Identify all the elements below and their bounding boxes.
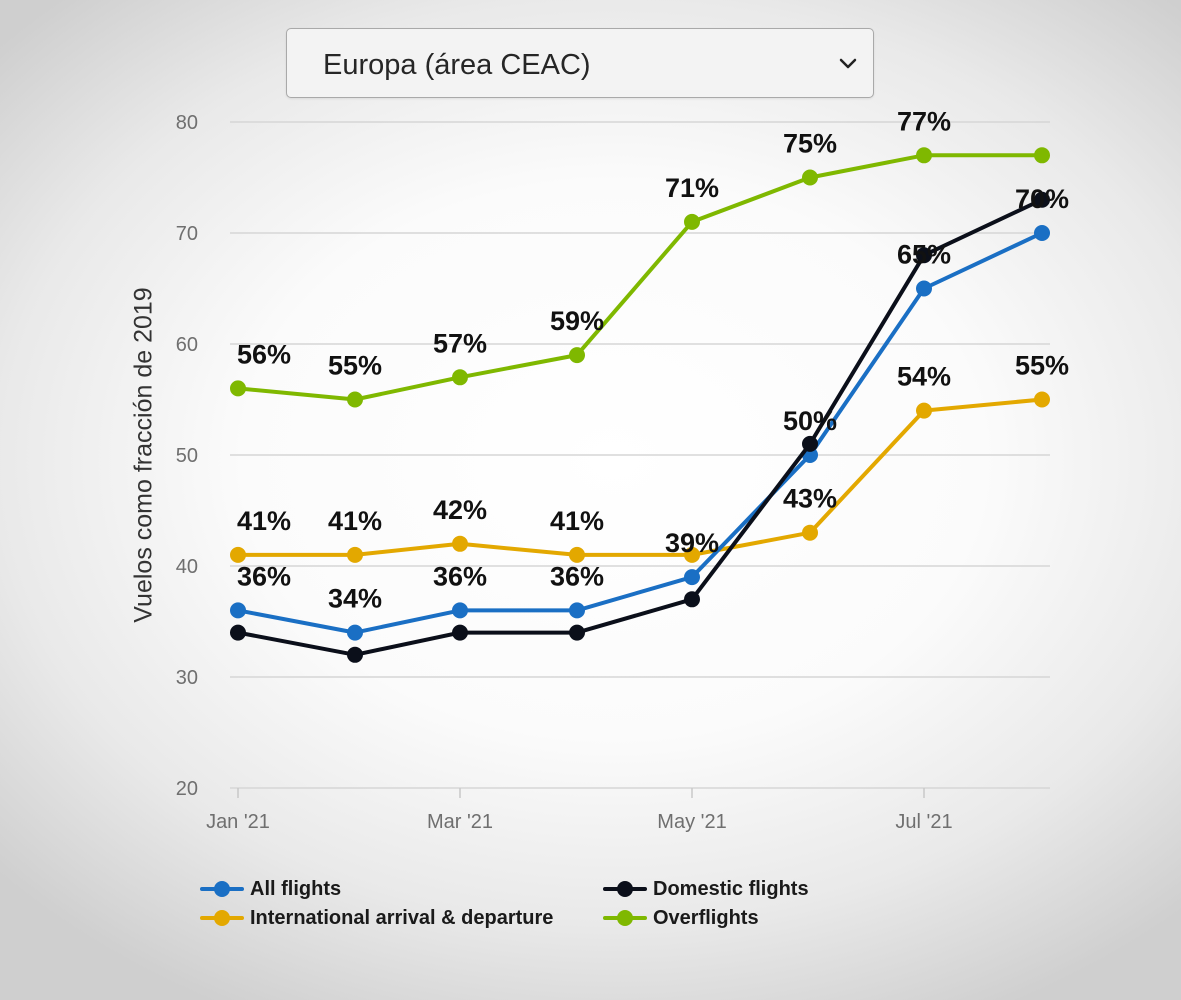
data-label: 75% — [783, 129, 837, 159]
y-tick-label: 40 — [176, 556, 198, 578]
y-tick-label: 20 — [176, 778, 198, 800]
data-point — [230, 624, 246, 641]
y-tick-label: 30 — [176, 667, 198, 689]
data-point — [569, 624, 585, 641]
data-labels: 56% 55% 57% 59% 71% 75% 77% 41% 41% 42% 41% 43% 54% 5… — [237, 106, 1069, 613]
data-point — [802, 435, 818, 452]
data-label: 50% — [783, 406, 837, 436]
data-point — [569, 546, 585, 563]
data-point — [569, 602, 585, 619]
legend-label: International arrival & departure — [250, 906, 554, 929]
data-label: 70% — [1015, 184, 1069, 214]
data-point — [684, 569, 700, 586]
data-point — [347, 391, 363, 408]
legend-item-international[interactable]: International arrival & departure — [200, 905, 553, 931]
series-line — [236, 197, 1044, 657]
data-label: 57% — [433, 328, 487, 358]
data-label: 42% — [433, 495, 487, 525]
series-lines — [230, 147, 1050, 663]
data-point — [1034, 391, 1050, 408]
series-overflights — [230, 147, 1050, 408]
legend-item-all-flights[interactable]: All flights — [200, 876, 341, 902]
series-international-arrival-departure — [230, 391, 1050, 563]
data-point — [1034, 225, 1050, 241]
data-label: 36% — [433, 561, 487, 591]
series-domestic-flights — [230, 191, 1050, 663]
grid-lines — [230, 121, 1050, 789]
data-label: 34% — [328, 584, 382, 614]
data-point — [452, 535, 468, 552]
chevron-down-icon — [839, 58, 857, 69]
data-point — [916, 402, 932, 419]
data-label: 55% — [1015, 351, 1069, 381]
data-point — [230, 546, 246, 563]
legend-label: Domestic flights — [653, 877, 809, 900]
data-point — [1034, 147, 1050, 164]
y-axis-ticks: 20 30 40 50 60 70 80 — [176, 112, 198, 800]
y-axis-label: Vuelos como fracción de 2019 — [130, 287, 158, 622]
data-point — [452, 624, 468, 641]
series-line — [236, 231, 1044, 635]
data-point — [452, 369, 468, 386]
data-point — [802, 169, 818, 186]
legend-swatch-overflights — [603, 906, 647, 930]
series-line — [236, 153, 1044, 402]
data-point — [347, 546, 363, 563]
data-point — [684, 213, 700, 230]
data-point — [569, 347, 585, 364]
x-tick-label: Jul '21 — [895, 811, 952, 833]
data-point — [452, 602, 468, 619]
series-line — [236, 397, 1044, 557]
data-label: 65% — [897, 240, 951, 270]
y-tick-label: 60 — [176, 334, 198, 356]
data-label: 36% — [550, 561, 604, 591]
y-tick-label: 70 — [176, 223, 198, 245]
x-tick-label: Jan '21 — [206, 811, 270, 833]
legend-item-overflights[interactable]: Overflights — [603, 905, 759, 931]
legend-swatch-domestic-flights — [603, 877, 647, 901]
y-tick-label: 80 — [176, 112, 198, 134]
legend-swatch-international — [200, 906, 244, 930]
data-label: 41% — [550, 506, 604, 536]
data-label: 55% — [328, 351, 382, 381]
series-all-flights — [230, 225, 1050, 641]
data-point — [347, 646, 363, 663]
x-tick-label: Mar '21 — [427, 811, 493, 833]
data-point — [230, 380, 246, 397]
legend-label: All flights — [250, 877, 342, 900]
data-label: 59% — [550, 306, 604, 336]
legend-item-domestic-flights[interactable]: Domestic flights — [603, 876, 809, 902]
region-dropdown[interactable]: Europa (área CEAC) — [286, 28, 874, 98]
data-label: 71% — [665, 173, 719, 203]
region-dropdown-value: Europa (área CEAC) — [323, 49, 591, 81]
data-label: 39% — [665, 528, 719, 558]
data-label: 54% — [897, 362, 951, 392]
data-point — [802, 524, 818, 541]
data-label: 77% — [897, 106, 951, 136]
data-point — [916, 247, 932, 264]
data-label: 56% — [237, 339, 291, 369]
data-point — [684, 546, 700, 563]
x-axis-ticks: Jan '21 Mar '21 May '21 Jul '21 — [206, 788, 953, 833]
data-label: 41% — [328, 506, 382, 536]
data-point — [347, 624, 363, 641]
y-tick-label: 50 — [176, 445, 198, 467]
data-point — [916, 280, 932, 297]
legend-swatch-all-flights — [200, 877, 244, 901]
data-point — [1034, 191, 1050, 208]
data-label: 43% — [783, 484, 837, 514]
x-tick-label: May '21 — [657, 811, 726, 833]
data-point — [916, 147, 932, 164]
legend-label: Overflights — [653, 906, 759, 929]
data-point — [684, 591, 700, 608]
data-point — [230, 602, 246, 619]
data-label: 36% — [237, 561, 291, 591]
data-label: 41% — [237, 506, 291, 536]
